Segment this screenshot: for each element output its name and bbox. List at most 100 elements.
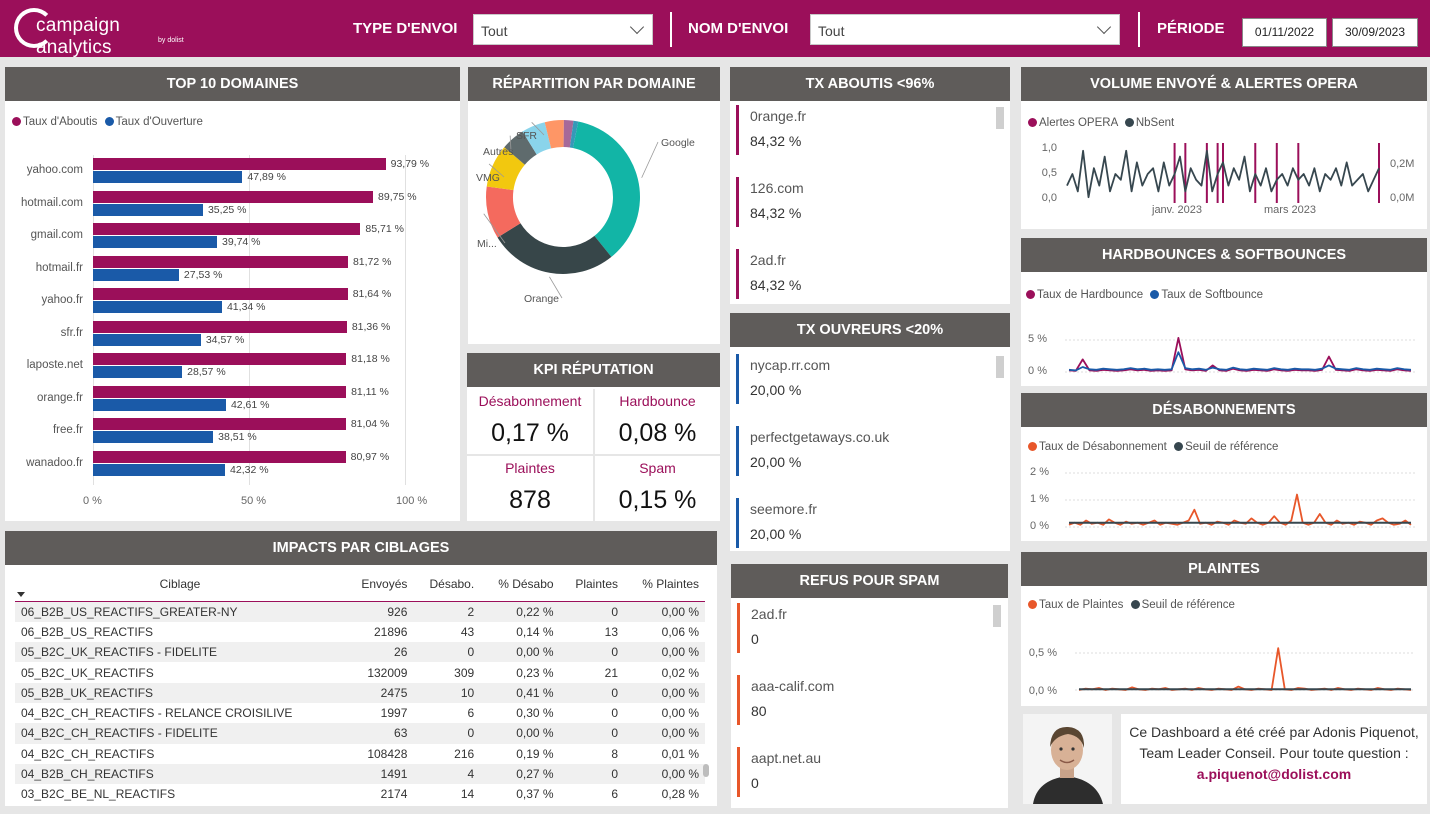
bar-ouverture[interactable] — [93, 203, 203, 216]
table-cell: 2174 — [380, 787, 408, 802]
bar-aboutis[interactable] — [93, 158, 386, 170]
bar-ouverture[interactable] — [93, 398, 226, 411]
bar-aboutis[interactable] — [93, 190, 374, 203]
y-tick: 1,0 — [1041, 142, 1057, 154]
table-cell: 0 — [559, 642, 625, 663]
y-tick: 0,5 — [1041, 167, 1057, 179]
table-row[interactable]: 05_B2B_UK_REACTIFS 2475 10 0,41 % 0 0,00 % — [15, 682, 705, 703]
bar-value-label: 28,57 % — [187, 366, 226, 378]
list-item[interactable]: nycap.rr.com 20,00 % — [736, 354, 996, 404]
bar-aboutis[interactable] — [93, 288, 348, 300]
bar-aboutis[interactable] — [93, 418, 346, 430]
divider — [670, 12, 672, 47]
slice-label: Mi... — [477, 238, 497, 250]
credit-email-link[interactable]: a.piquenot@dolist.com — [1196, 766, 1352, 782]
table-cell: 0,00 % — [624, 601, 705, 622]
legend-dot-nbsent — [1124, 118, 1134, 127]
grid-line — [249, 155, 250, 485]
legend-dot-plaintes — [1028, 600, 1037, 609]
nom-envoi-select[interactable]: Tout — [810, 14, 1120, 45]
date-start-input[interactable]: 01/11/2022 — [1242, 18, 1327, 47]
bar-ouverture[interactable] — [93, 366, 183, 378]
table-cell: 0,41 % — [480, 682, 560, 703]
table-row[interactable]: 04_B2B_CH_REACTIFS 1491 4 0,27 % 0 0,00 % — [15, 763, 705, 785]
y-tick: 1 % — [1030, 493, 1049, 505]
chevron-down-icon — [1096, 19, 1112, 35]
table-row[interactable]: 05_B2C_UK_REACTIFS 132009 309 0,23 % 21 0,02 … — [15, 662, 705, 682]
table-cell: 6 — [467, 706, 475, 721]
impacts-panel: IMPACTS PAR CIBLAGES Ciblage Envoyés Dés… — [5, 531, 717, 806]
col-envoyes[interactable]: Envoyés — [345, 571, 414, 602]
list-item[interactable]: 2ad.fr 84,32 % — [736, 249, 996, 299]
list-item[interactable]: aaa-calif.com 80 — [737, 675, 994, 725]
table-row[interactable]: 04_B2C_CH_REACTIFS - RELANCE CROISILIVE 1… — [15, 703, 705, 723]
x-tick-0: 0 % — [83, 495, 102, 507]
donut-slice — [522, 122, 552, 155]
list-item[interactable]: seemore.fr 20,00 % — [736, 498, 996, 548]
scrollbar-thumb[interactable] — [993, 605, 1001, 627]
table-cell: 0,28 % — [661, 787, 699, 802]
desabo-title: DÉSABONNEMENTS — [1021, 393, 1427, 427]
bar-ouverture[interactable] — [93, 171, 243, 183]
domain-name: 2ad.fr — [751, 606, 787, 622]
domain-value: 20,00 % — [750, 454, 802, 470]
bar-ouverture[interactable] — [93, 268, 179, 281]
table-row[interactable]: 06_B2B_US_REACTIFS 21896 43 0,14 % 13 0,06 % — [15, 622, 705, 642]
impacts-title: IMPACTS PAR CIBLAGES — [5, 531, 717, 565]
col-ciblage[interactable]: Ciblage — [15, 571, 345, 602]
bar-value-label: 39,74 % — [221, 236, 261, 248]
col-pct-plaintes[interactable]: % Plaintes — [624, 571, 705, 602]
table-cell: 6 — [611, 787, 619, 802]
table-cell: 8 — [611, 746, 619, 761]
bar-aboutis[interactable] — [93, 223, 361, 235]
kpi-reputation-panel: KPI RÉPUTATION Désabonnement 0,17 % Hard… — [467, 353, 720, 521]
list-item[interactable]: 126.com 84,32 % — [736, 177, 996, 227]
table-cell: 0,00 % — [480, 723, 560, 744]
bar-aboutis[interactable] — [93, 385, 347, 398]
table-cell: 4 — [413, 763, 481, 785]
bar-aboutis[interactable] — [93, 353, 347, 365]
list-item[interactable]: 2ad.fr 0 — [737, 603, 994, 653]
scrollbar-thumb[interactable] — [996, 107, 1004, 129]
volume-opera-panel: VOLUME ENVOYÉ & ALERTES OPERA Alertes OP… — [1021, 67, 1427, 229]
list-item[interactable]: 0range.fr 84,32 % — [736, 105, 996, 155]
accent-bar — [736, 177, 739, 227]
list-item[interactable]: aapt.net.au 0 — [737, 747, 994, 797]
table-row[interactable]: 04_B2C_CH_REACTIFS 108428 216 0,19 % 8 0,01 % — [15, 744, 705, 764]
table-row[interactable]: 06_B2B_US_REACTIFS_GREATER-NY 926 2 0,22 % 0… — [15, 601, 705, 622]
scrollbar-thumb[interactable] — [703, 764, 709, 777]
table-row[interactable]: 04_B2C_CH_REACTIFS - FIDELITE 63 0 0,00 % 0 0… — [15, 723, 705, 744]
bar-ouverture[interactable] — [93, 236, 217, 248]
list-item[interactable]: perfectgetaways.co.uk 20,00 % — [736, 426, 996, 476]
type-envoi-select[interactable]: Tout — [473, 14, 653, 45]
kpi-label: Désabonnement — [478, 393, 582, 409]
bar-aboutis[interactable] — [93, 255, 348, 268]
table-row[interactable]: 03_B2C_BE_NL_REACTIFS 2174 14 0,37 % 6 0,28 % — [15, 784, 705, 804]
col-pct-desabo[interactable]: % Désabo — [480, 571, 560, 602]
table-cell: 05_B2B_UK_REACTIFS — [15, 682, 345, 703]
legend-aboutis: Taux d'Aboutis — [23, 116, 98, 128]
date-end-input[interactable]: 30/09/2023 — [1332, 18, 1418, 47]
bar-ouverture[interactable] — [93, 431, 214, 443]
kpi-value: 0,17 % — [491, 419, 569, 447]
bar-ouverture[interactable] — [93, 301, 222, 313]
refus-spam-title: REFUS POUR SPAM — [731, 564, 1008, 598]
bar-value-label: 81,18 % — [351, 353, 390, 365]
col-plaintes[interactable]: Plaintes — [559, 571, 625, 602]
bar-aboutis[interactable] — [93, 320, 347, 333]
domain-name: 2ad.fr — [750, 252, 786, 268]
table-cell: 14 — [460, 787, 475, 802]
table-row[interactable]: 05_B2C_UK_REACTIFS - FIDELITE 26 0 0,00 % 0 0… — [15, 642, 705, 663]
table-cell: 1997 — [380, 706, 408, 721]
bar-ouverture[interactable] — [93, 463, 226, 476]
bounces-panel: HARDBOUNCES & SOFTBOUNCES Taux de Hardbo… — [1021, 238, 1427, 386]
domain-value: 0 — [751, 631, 759, 647]
col-desabo[interactable]: Désabo. — [413, 571, 481, 602]
legend-dot-hard — [1026, 290, 1035, 299]
bar-ouverture[interactable] — [93, 333, 201, 346]
table-cell: 0,00 % — [661, 706, 699, 721]
bar-aboutis[interactable] — [93, 450, 346, 463]
scrollbar-thumb[interactable] — [996, 356, 1004, 378]
slice-label: Google — [661, 137, 695, 149]
type-envoi-value: Tout — [481, 23, 508, 39]
